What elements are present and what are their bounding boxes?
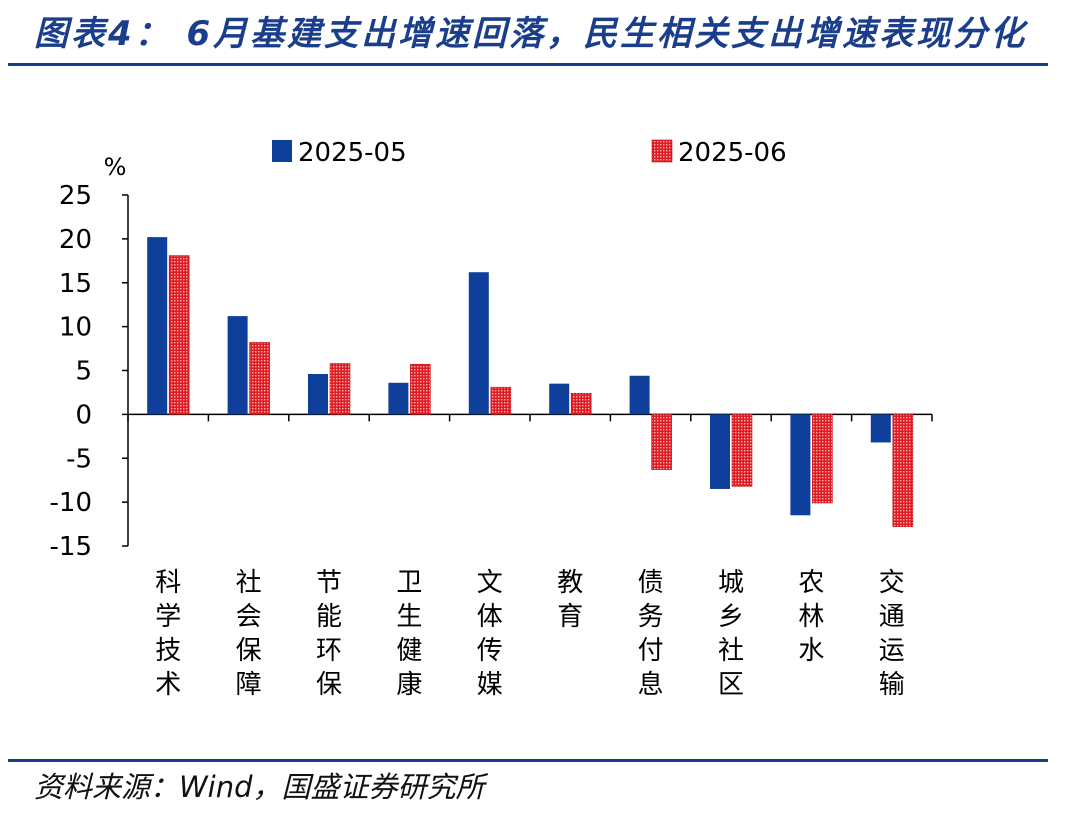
legend-swatch-2025-06 [651, 139, 673, 163]
category-label: 学 [155, 602, 181, 632]
bar-2025-06 [812, 414, 833, 504]
category-label: 环 [316, 636, 342, 666]
bar-2025-05 [629, 375, 650, 415]
y-tick-label: 0 [75, 400, 92, 430]
category-label: 农 [798, 568, 824, 598]
bar-chart: 2520151050-5-10-15%科学技术社会保障节能环保卫生健康文体传媒教… [50, 138, 933, 700]
y-tick-label: 5 [75, 357, 92, 387]
bar-2025-05 [388, 382, 409, 415]
bar-2025-06 [651, 414, 672, 470]
category-label: 科 [155, 568, 181, 598]
bar-2025-06 [570, 393, 592, 415]
legend-label: 2025-06 [678, 138, 787, 168]
bars [147, 237, 914, 527]
category-label: 会 [236, 602, 262, 632]
y-tick-label: 10 [59, 313, 92, 343]
bar-2025-06 [329, 363, 351, 415]
category-label: 卫 [396, 568, 422, 598]
category-label: 运 [879, 636, 905, 666]
category-label: 城 [718, 568, 744, 598]
category-label: 能 [316, 602, 342, 632]
source-note: 资料来源：Wind，国盛证券研究所 [34, 770, 485, 804]
category-label: 务 [638, 602, 664, 632]
footer-divider [8, 759, 1048, 762]
bar-2025-05 [308, 374, 328, 415]
bar-2025-06 [410, 364, 431, 415]
category-label: 传 [477, 636, 503, 666]
category-label: 节 [316, 568, 342, 598]
category-label: 技 [155, 636, 181, 666]
y-tick-label: 20 [59, 225, 92, 255]
category-label: 区 [718, 670, 744, 700]
category-label: 保 [236, 636, 262, 666]
labels: 2520151050-5-10-15%科学技术社会保障节能环保卫生健康文体传媒教… [50, 153, 905, 700]
y-tick-label: 15 [59, 269, 92, 299]
bar-2025-06 [490, 386, 512, 415]
y-tick-label: -10 [50, 488, 92, 518]
bar-2025-05 [790, 414, 811, 516]
bar-2025-05 [870, 414, 891, 443]
bar-2025-05 [549, 383, 570, 415]
bar-2025-06 [731, 414, 753, 487]
bar-2025-06 [892, 414, 914, 527]
category-label: 康 [396, 670, 422, 700]
category-label: 息 [638, 670, 664, 700]
category-label: 通 [879, 602, 905, 632]
category-label: 教 [557, 568, 583, 598]
category-label: 债 [638, 568, 664, 598]
category-label: 媒 [477, 670, 503, 700]
bar-2025-05 [147, 237, 168, 415]
bar-2025-06 [168, 255, 190, 415]
category-label: 林 [798, 602, 824, 632]
bar-2025-06 [249, 342, 270, 415]
category-label: 付 [638, 636, 664, 666]
legend: 2025-05 2025-06 [272, 138, 787, 168]
category-label: 术 [155, 670, 181, 700]
category-label: 生 [396, 602, 422, 632]
category-label: 输 [879, 670, 905, 700]
category-label: 育 [557, 602, 583, 632]
bar-2025-05 [227, 316, 248, 415]
bar-2025-05 [468, 272, 489, 415]
category-label: 水 [798, 636, 824, 666]
category-label: 社 [236, 568, 262, 598]
y-tick-label: -15 [50, 532, 92, 562]
category-label: 社 [718, 636, 744, 666]
title-divider [8, 63, 1048, 66]
category-label: 体 [477, 602, 503, 632]
y-unit-label: % [104, 153, 127, 181]
category-label: 交 [879, 568, 905, 598]
category-label: 健 [396, 636, 422, 666]
legend-label: 2025-05 [298, 138, 407, 168]
category-label: 障 [236, 670, 262, 700]
y-tick-label: 25 [59, 181, 92, 211]
category-label: 乡 [718, 602, 744, 632]
legend-swatch-2025-05 [272, 140, 292, 162]
category-label: 保 [316, 670, 342, 700]
y-tick-label: -5 [66, 444, 92, 474]
bar-2025-05 [710, 414, 730, 489]
chart-title: 图表4： 6月基建支出增速回落，民生相关支出增速表现分化 [34, 14, 1028, 54]
category-label: 文 [477, 568, 503, 598]
